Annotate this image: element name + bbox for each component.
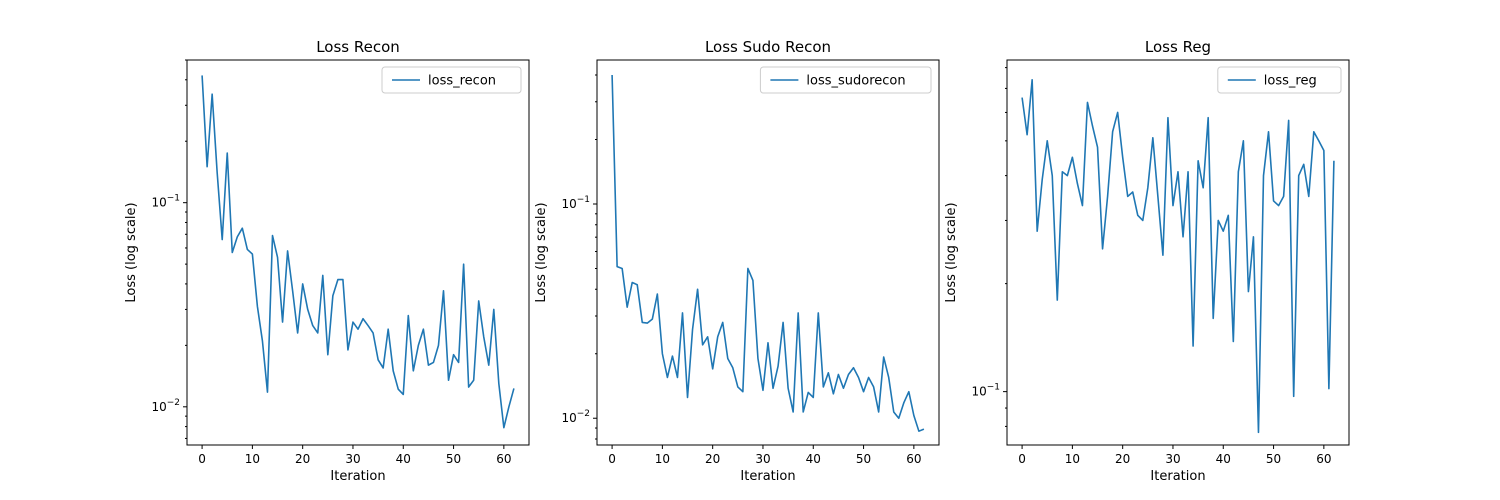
plot-frame <box>186 59 530 446</box>
x-tick-label: 50 <box>1266 452 1281 466</box>
x-tick-label: 0 <box>608 452 616 466</box>
y-axis-label: Loss (log scale) <box>944 202 959 302</box>
series-line-loss_sudorecon <box>611 74 925 432</box>
series-line-loss_recon <box>201 75 515 429</box>
y-tick-label: 10−2 <box>151 398 180 414</box>
legend-box <box>381 66 522 94</box>
y-axis-label: Loss (log scale) <box>534 202 549 302</box>
x-tick-label: 10 <box>1065 452 1080 466</box>
y-tick-label: 10−1 <box>151 194 180 210</box>
x-tick-label: 60 <box>496 452 511 466</box>
x-axis-label: Iteration <box>1150 469 1205 484</box>
chart-panel-2: Loss Sudo Recon 10−1 10−2 0 10 20 30 40 50 60 Iter… <box>534 38 940 484</box>
plot-frame <box>596 59 940 446</box>
chart-panel-3: Loss Reg 10−1 0 10 20 30 40 50 60 Iteration Loss (… <box>944 38 1350 484</box>
y-tick-label: 10−1 <box>971 383 1000 399</box>
x-tick-label: 10 <box>655 452 670 466</box>
x-tick-label: 0 <box>198 452 206 466</box>
legend: loss_sudorecon <box>759 66 932 94</box>
chart-title: Loss Reg <box>1145 38 1211 56</box>
x-tick-label: 60 <box>1316 452 1331 466</box>
x-tick-label: 60 <box>906 452 921 466</box>
x-tick-label: 50 <box>856 452 871 466</box>
chart-title: Loss Recon <box>316 38 400 56</box>
x-tick-label: 20 <box>705 452 720 466</box>
x-tick-label: 10 <box>245 452 260 466</box>
legend-label: loss_sudorecon <box>806 74 905 89</box>
x-tick-label: 30 <box>345 452 360 466</box>
x-tick-label: 40 <box>1216 452 1231 466</box>
legend-label: loss_reg <box>1264 74 1317 89</box>
plot-frame <box>1006 59 1350 446</box>
series-line-loss_reg <box>1021 78 1335 434</box>
legend-label: loss_recon <box>428 74 496 89</box>
y-axis-label: Loss (log scale) <box>124 202 139 302</box>
x-tick-label: 20 <box>295 452 310 466</box>
x-axis-label: Iteration <box>330 469 385 484</box>
x-tick-label: 40 <box>806 452 821 466</box>
chart-title: Loss Sudo Recon <box>705 38 831 56</box>
x-tick-label: 40 <box>396 452 411 466</box>
chart-panel-1: Loss Recon 10−1 10−2 0 10 20 30 40 50 60 Iteration… <box>124 38 530 484</box>
legend-box <box>1217 66 1342 94</box>
legend: loss_reg <box>1217 66 1342 94</box>
x-axis-label: Iteration <box>740 469 795 484</box>
x-tick-label: 30 <box>1165 452 1180 466</box>
y-tick-label: 10−2 <box>561 409 590 425</box>
legend: loss_recon <box>381 66 522 94</box>
legend-box <box>759 66 932 94</box>
x-tick-label: 50 <box>446 452 461 466</box>
x-tick-label: 0 <box>1018 452 1026 466</box>
x-tick-label: 30 <box>755 452 770 466</box>
y-tick-label: 10−1 <box>561 195 590 211</box>
x-tick-label: 20 <box>1115 452 1130 466</box>
